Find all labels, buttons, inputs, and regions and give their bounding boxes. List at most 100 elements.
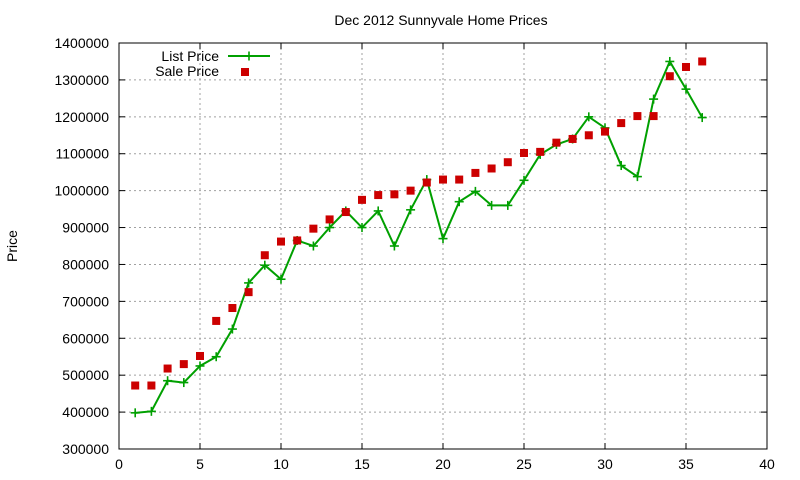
sale-price-point xyxy=(682,62,690,71)
sale-price-point xyxy=(131,381,140,390)
list-price-point xyxy=(616,161,626,171)
legend-marker-sale-price xyxy=(241,68,249,76)
sale-price-point xyxy=(471,168,480,177)
sale-price-point xyxy=(698,57,707,66)
x-tick-label: 25 xyxy=(516,456,532,472)
sale-price-point xyxy=(390,190,399,199)
sale-price-point xyxy=(617,119,626,128)
legend-marker-list-price xyxy=(244,51,254,61)
sale-price-point xyxy=(649,112,658,121)
sale-price-point xyxy=(406,186,415,195)
list-price-point xyxy=(260,260,270,270)
list-price-point xyxy=(227,324,237,334)
legend-label-sale-price: Sale Price xyxy=(155,63,219,79)
sale-price-point xyxy=(520,148,528,157)
sale-price-point xyxy=(455,175,464,184)
list-price-point xyxy=(130,408,140,418)
x-tick-label: 0 xyxy=(115,456,123,472)
x-tick-label: 35 xyxy=(678,456,694,472)
list-price-point xyxy=(649,94,659,104)
x-tick-label: 5 xyxy=(196,456,204,472)
list-price-point xyxy=(665,56,675,66)
sale-price-point xyxy=(601,127,609,136)
list-price-point xyxy=(470,186,480,196)
series-sale-price xyxy=(131,57,707,390)
list-price-point xyxy=(438,234,448,244)
list-price-point xyxy=(584,112,594,122)
sale-price-point xyxy=(422,178,431,187)
data-series xyxy=(130,56,707,418)
list-price-point xyxy=(195,361,205,371)
sale-price-point xyxy=(309,224,318,233)
list-price-point xyxy=(519,175,529,185)
list-price-point xyxy=(179,378,189,388)
list-price-point xyxy=(487,200,497,210)
list-price-point xyxy=(211,352,221,362)
sale-price-point xyxy=(439,175,447,184)
y-tick-label: 800000 xyxy=(62,256,109,272)
list-price-point xyxy=(632,172,642,182)
sale-price-point xyxy=(293,236,302,245)
y-tick-label: 500000 xyxy=(62,367,109,383)
y-tick-label: 300000 xyxy=(62,441,109,457)
sale-price-point xyxy=(325,215,334,224)
legend-swatch-list-price xyxy=(228,51,270,61)
list-price-point xyxy=(357,223,367,233)
sale-price-point xyxy=(552,138,561,147)
legend: List Price Sale Price xyxy=(155,48,270,79)
sale-price-point xyxy=(503,158,512,167)
y-tick-label: 900000 xyxy=(62,220,109,236)
y-tick-labels: 300000 400000 500000 600000 700000 800000 9000… xyxy=(54,35,109,457)
sale-price-point xyxy=(487,164,496,173)
y-tick-label: 1300000 xyxy=(54,72,109,88)
x-tick-label: 20 xyxy=(435,456,451,472)
y-tick-label: 1000000 xyxy=(54,183,109,199)
sale-price-point xyxy=(341,208,350,217)
sale-price-point xyxy=(179,360,188,369)
list-price-point xyxy=(163,376,173,386)
sale-price-point xyxy=(212,316,221,325)
list-price-point xyxy=(681,84,691,94)
x-tick-label: 40 xyxy=(759,456,775,472)
list-price-point xyxy=(373,206,383,216)
y-axis-label: Price xyxy=(4,230,20,262)
list-price-point xyxy=(276,274,286,284)
y-tick-label: 1200000 xyxy=(54,109,109,125)
list-price-point xyxy=(308,241,318,251)
grid xyxy=(119,43,767,449)
plot-area-border xyxy=(118,42,768,450)
x-tick-labels: 0 5 10 15 20 25 30 35 40 xyxy=(115,456,775,472)
sale-price-point xyxy=(277,237,285,246)
sale-price-point xyxy=(568,134,577,143)
sale-price-point xyxy=(374,191,383,200)
x-tick-label: 30 xyxy=(597,456,613,472)
y-tick-label: 1100000 xyxy=(56,146,110,162)
sale-price-point xyxy=(358,195,366,204)
y-tick-label: 600000 xyxy=(62,330,109,346)
sale-price-point xyxy=(196,351,204,360)
sale-price-point xyxy=(260,251,269,260)
legend-swatch-sale-price xyxy=(241,68,249,76)
sale-price-point xyxy=(228,304,237,313)
sale-price-point xyxy=(665,72,674,81)
y-tick-label: 700000 xyxy=(62,293,109,309)
list-price-point xyxy=(389,241,399,251)
list-price-point xyxy=(146,406,156,416)
sale-price-point xyxy=(147,381,156,390)
list-price-point xyxy=(244,278,254,288)
sale-price-point xyxy=(163,364,172,373)
x-tick-label: 10 xyxy=(273,456,289,472)
list-price-point xyxy=(325,223,335,233)
list-price-point xyxy=(697,113,707,123)
list-price-point xyxy=(503,200,513,210)
sale-price-point xyxy=(633,112,642,121)
x-tick-label: 15 xyxy=(354,456,370,472)
y-tick-label: 1400000 xyxy=(54,35,109,51)
list-price-point xyxy=(454,197,464,207)
list-price-point xyxy=(406,205,416,215)
legend-label-list-price: List Price xyxy=(161,48,219,64)
sale-price-point xyxy=(536,147,545,156)
sale-price-point xyxy=(584,131,593,140)
